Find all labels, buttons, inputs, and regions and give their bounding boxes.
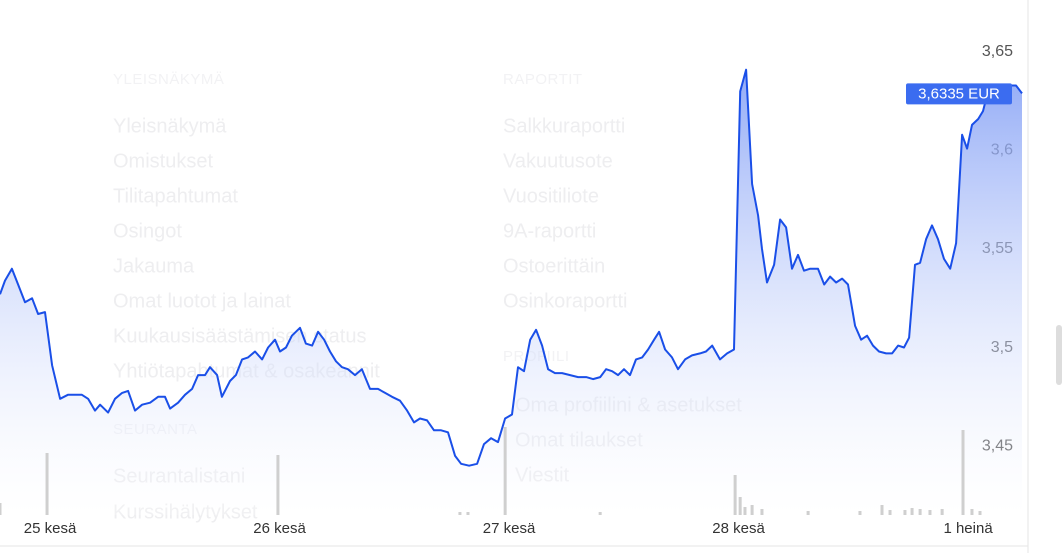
y-tick-label: 3,65 xyxy=(982,43,1013,60)
menu-item: Vuositiliote xyxy=(503,185,599,207)
volume-bar xyxy=(880,505,884,515)
menu-item: Salkkuraportti xyxy=(503,115,625,137)
price-tag-label: 3,6335 EUR xyxy=(918,85,1000,102)
x-tick-label: 28 kesä xyxy=(712,520,765,537)
menu-item: Kuukausisäästämisen status xyxy=(113,325,366,347)
volume-bar xyxy=(918,509,922,515)
volume-bar xyxy=(961,430,965,515)
volume-bar xyxy=(598,512,602,515)
volume-bar xyxy=(888,510,892,515)
volume-bar xyxy=(733,475,737,515)
menu-header: YLEISNÄKYMÄ xyxy=(113,71,224,88)
menu-item: Tilitapahtumat xyxy=(113,185,238,207)
price-area xyxy=(0,69,1022,515)
x-tick-label: 26 kesä xyxy=(253,520,306,537)
volume-bar xyxy=(903,510,907,515)
scrollbar[interactable] xyxy=(1056,325,1062,385)
volume-bar xyxy=(503,427,507,515)
volume-bar xyxy=(806,511,810,515)
volume-bar xyxy=(738,497,742,515)
volume-bar xyxy=(970,509,974,515)
menu-item: Osingot xyxy=(113,220,182,242)
volume-bar xyxy=(858,511,862,515)
volume-bar xyxy=(760,509,764,515)
menu-item: Yleisnäkymä xyxy=(113,115,227,137)
menu-header: RAPORTIT xyxy=(503,71,583,88)
volume-bar xyxy=(276,455,280,515)
price-line xyxy=(0,68,1023,467)
volume-bar xyxy=(750,505,754,515)
menu-item: Osinkoraportti xyxy=(503,290,628,312)
volume-bar xyxy=(940,509,944,515)
price-tag xyxy=(906,83,1012,105)
menu-item: Jakauma xyxy=(113,255,195,277)
x-tick-label: 25 kesä xyxy=(24,520,77,537)
volume-bar xyxy=(928,510,932,515)
volume-bar xyxy=(466,512,470,515)
menu-item: Vakuutusote xyxy=(503,150,613,172)
menu-item: Ostoerittäin xyxy=(503,255,605,277)
volume-bar xyxy=(45,453,49,515)
volume-bar xyxy=(743,507,747,515)
x-tick-label: 1 heinä xyxy=(943,520,993,537)
menu-item: Omistukset xyxy=(113,150,213,172)
volume-bar xyxy=(458,512,462,515)
menu-item: Omat luotot ja lainat xyxy=(113,290,291,312)
volume-bar xyxy=(910,508,914,515)
volume-bar xyxy=(978,511,982,515)
volume-bar xyxy=(0,503,2,515)
x-tick-label: 27 kesä xyxy=(483,520,536,537)
menu-item: 9A-raportti xyxy=(503,220,596,242)
